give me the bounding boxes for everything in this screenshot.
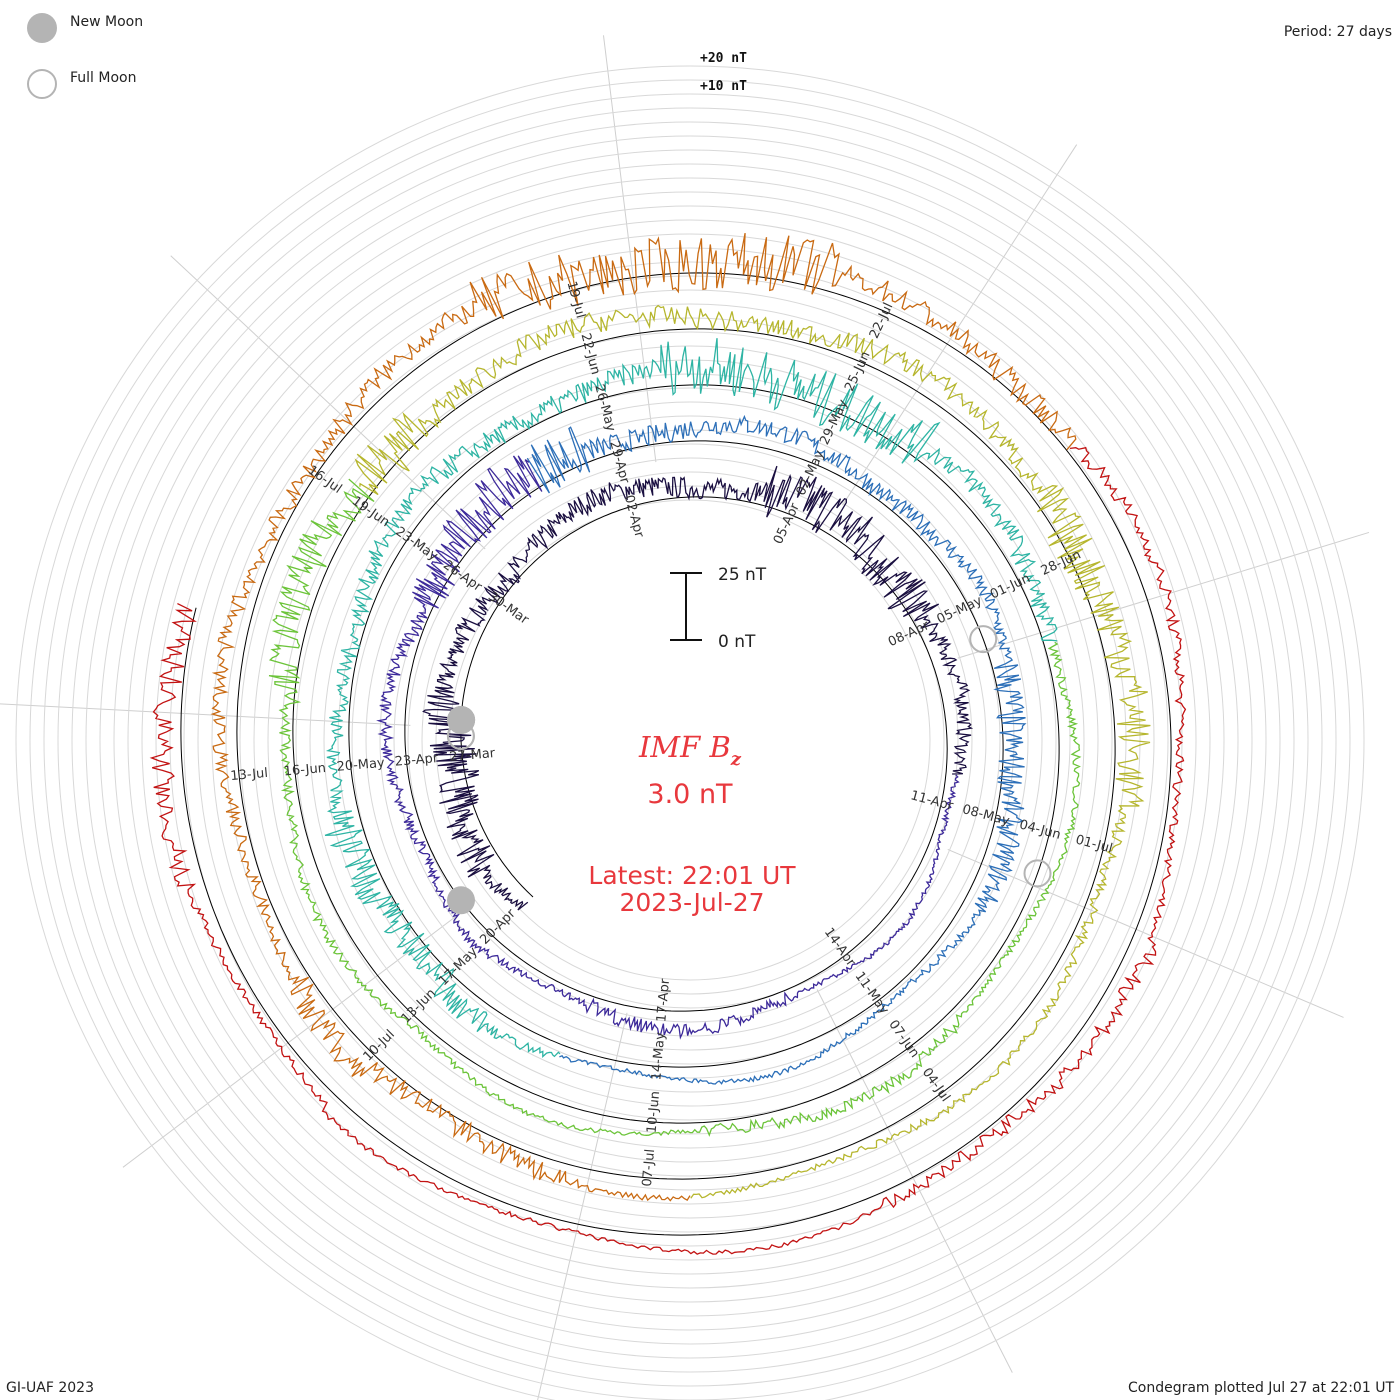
- reference-ring: [113, 163, 1267, 1317]
- date-label: 16-Jun: [283, 761, 326, 780]
- reference-ring: [141, 191, 1239, 1289]
- reference-ring: [449, 499, 931, 981]
- bz-trace-segment: [526, 414, 1027, 1085]
- full-moon-legend-label: Full Moon: [70, 70, 137, 86]
- reference-ring: [85, 135, 1295, 1345]
- date-label: 11-Apr: [909, 788, 955, 814]
- scale-bar-top-label: 25 nT: [718, 565, 767, 585]
- reference-ring: [43, 93, 1337, 1387]
- reference-ring: [267, 317, 1113, 1163]
- chart-title-subscript: z: [730, 749, 742, 770]
- reference-ring: [295, 345, 1085, 1135]
- reference-ring: [57, 107, 1323, 1373]
- reference-ring: [197, 247, 1183, 1233]
- date-label: 04-Jun: [1018, 817, 1063, 842]
- date-label: 10-Jun: [645, 1090, 664, 1133]
- full-moon-marker: [446, 722, 475, 750]
- new-moon-legend-icon: [27, 13, 57, 43]
- baseline-spiral: [180, 272, 1172, 1236]
- bz-trace-group: [149, 232, 1187, 1255]
- reference-ring: [435, 485, 945, 995]
- date-label: 14-May: [649, 1031, 668, 1081]
- reference-ring: [29, 79, 1351, 1400]
- date-label: 27-Mar: [449, 746, 497, 765]
- date-label: 11-May: [852, 969, 892, 1017]
- date-label: 22-Jul: [867, 301, 897, 341]
- outer-scale-label-10: +10 nT: [700, 79, 747, 94]
- date-label: 04-Jul: [919, 1065, 953, 1104]
- date-label: 14-Apr: [821, 925, 859, 970]
- full-moon-marker: [969, 625, 998, 654]
- new-moon-marker: [447, 886, 475, 915]
- bz-trace-segment: [324, 338, 1058, 1058]
- latest-time: Latest: 22:01 UT: [588, 861, 796, 890]
- date-label: 19-Jul: [564, 280, 588, 320]
- bz-trace-segment: [376, 455, 960, 1040]
- reference-ring: [169, 219, 1211, 1261]
- spoke-line: [537, 1012, 628, 1400]
- reference-ring: [239, 289, 1141, 1191]
- date-label: 08-May: [961, 802, 1012, 829]
- reference-ring: [99, 149, 1281, 1331]
- reference-ring: [351, 401, 1029, 1079]
- date-label: 01-Jul: [1074, 833, 1114, 857]
- bz-trace-segment: [422, 465, 974, 911]
- scale-bar-bottom-label: 0 nT: [718, 632, 756, 652]
- date-label: 05-May: [935, 593, 985, 627]
- reference-rings: [15, 65, 1365, 1400]
- date-label: 26-May: [591, 383, 618, 434]
- credit-label: GI-UAF 2023: [6, 1380, 94, 1396]
- reference-ring: [365, 415, 1015, 1065]
- reference-ring: [393, 443, 987, 1037]
- date-label: 17-Apr: [654, 978, 673, 1023]
- full-moon-marker: [1023, 859, 1052, 888]
- date-label: 22-Jun: [577, 332, 602, 377]
- reference-ring: [281, 331, 1099, 1149]
- full-moon-legend-icon: [27, 69, 57, 99]
- date-label: 23-May: [392, 524, 440, 564]
- date-label: 13-Jul: [230, 766, 269, 784]
- reference-ring: [211, 261, 1169, 1219]
- period-label: Period: 27 days: [1283, 24, 1392, 40]
- latest-date: 2023-Jul-27: [619, 888, 764, 917]
- reference-ring: [183, 233, 1197, 1247]
- date-label: 05-Apr: [771, 500, 803, 546]
- date-label: 30-Mar: [485, 589, 532, 628]
- new-moon-marker: [447, 706, 476, 734]
- reference-ring: [407, 457, 973, 1023]
- date-label: 07-Jul: [640, 1148, 658, 1187]
- bz-trace-segment: [354, 304, 1151, 1199]
- bz-trace-segment: [268, 478, 1082, 1137]
- angular-gridlines: [0, 35, 1370, 1400]
- current-value: 3.0 nT: [647, 779, 733, 810]
- date-label: 23-Apr: [394, 751, 439, 770]
- outer-scale-label-20: +20 nT: [700, 51, 747, 66]
- reference-ring: [337, 387, 1043, 1093]
- reference-ring: [421, 471, 959, 1009]
- bz-trace-segment: [210, 232, 1077, 1202]
- date-label: 29-Apr: [606, 439, 632, 485]
- chart-title-main: IMF B: [638, 730, 731, 764]
- date-label: 16-Jul: [305, 463, 344, 497]
- date-label: 25-Jun: [842, 349, 873, 394]
- reference-ring: [155, 205, 1225, 1275]
- bz-trace-segment: [149, 446, 1187, 1255]
- scale-bar: 25 nT 0 nT: [670, 565, 767, 652]
- date-label: 20-May: [336, 756, 386, 775]
- reference-ring: [71, 121, 1309, 1359]
- reference-ring: [309, 359, 1071, 1121]
- chart-title: IMF Bz: [638, 730, 742, 770]
- date-label: 02-Apr: [621, 493, 647, 539]
- date-label: 01-Jun: [988, 571, 1033, 602]
- reference-ring: [127, 177, 1253, 1303]
- new-moon-legend-label: New Moon: [70, 14, 144, 30]
- reference-ring: [15, 65, 1365, 1400]
- moon-phase-markers: [446, 625, 1052, 915]
- plotted-timestamp: Condegram plotted Jul 27 at 22:01 UT: [1127, 1380, 1394, 1396]
